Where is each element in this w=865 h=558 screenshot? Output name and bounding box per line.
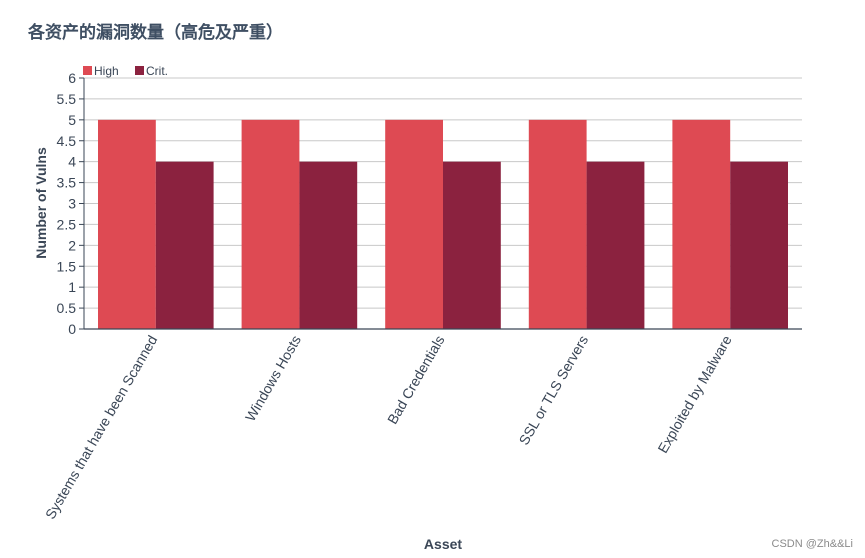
bar-high-1 bbox=[241, 119, 300, 329]
bar-crit-0 bbox=[155, 161, 214, 329]
bar-crit-4 bbox=[730, 161, 788, 329]
legend-swatch bbox=[135, 66, 144, 75]
bar-high-3 bbox=[528, 119, 587, 329]
bar-high-2 bbox=[385, 119, 443, 329]
y-tick-label: 1 bbox=[68, 279, 76, 295]
y-tick-label: 4.5 bbox=[57, 133, 77, 149]
bar-high-4 bbox=[672, 119, 731, 329]
x-tick-label: Exploited by Malware bbox=[654, 332, 734, 455]
bars bbox=[98, 119, 788, 329]
y-tick-label: 0.5 bbox=[57, 300, 77, 316]
y-tick-label: 1.5 bbox=[57, 258, 77, 274]
x-tick-label: SSL or TLS Servers bbox=[515, 333, 591, 448]
y-tick-label: 0 bbox=[68, 321, 76, 337]
bar-high-0 bbox=[98, 119, 156, 329]
bar-crit-2 bbox=[443, 161, 501, 329]
legend-label: Crit. bbox=[146, 64, 168, 78]
legend: High Crit. bbox=[83, 64, 168, 78]
x-tick-label: Windows Hosts bbox=[242, 333, 304, 425]
x-tick-label: Bad Credentials bbox=[384, 333, 448, 427]
watermark: CSDN @Zh&&Li bbox=[771, 538, 853, 550]
bar-crit-3 bbox=[586, 161, 645, 329]
legend-swatch bbox=[83, 66, 92, 75]
chart-title: 各资产的漏洞数量（高危及严重） bbox=[28, 23, 283, 43]
y-tick-label: 3 bbox=[68, 196, 76, 212]
y-tick-label: 5.5 bbox=[57, 91, 77, 107]
bar-crit-1 bbox=[299, 161, 358, 329]
y-tick-label: 2 bbox=[68, 237, 76, 253]
legend-label: High bbox=[94, 64, 119, 78]
x-axis-title: Asset bbox=[424, 536, 462, 552]
y-tick-label: 3.5 bbox=[57, 175, 77, 191]
y-tick-label: 5 bbox=[68, 112, 76, 128]
y-axis-title: Number of Vulns bbox=[33, 147, 49, 259]
y-tick-label: 4 bbox=[68, 154, 76, 170]
y-tick-label: 6 bbox=[68, 70, 76, 86]
x-tick-label: Systems that have been Scanned bbox=[42, 333, 161, 522]
y-tick-label: 2.5 bbox=[57, 216, 77, 232]
